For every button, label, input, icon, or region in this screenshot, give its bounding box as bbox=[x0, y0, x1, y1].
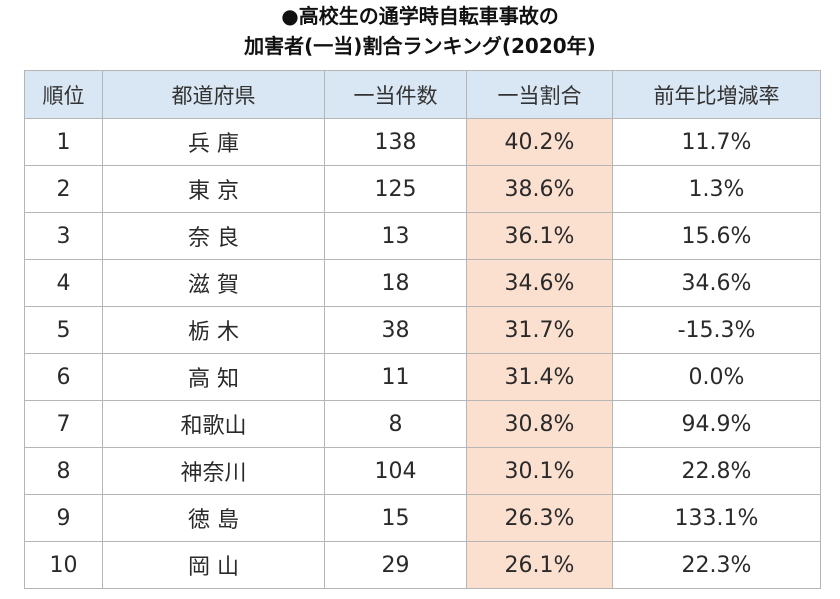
cell-ratio: 26.3% bbox=[466, 494, 613, 542]
header-rank: 順位 bbox=[24, 70, 103, 119]
cell-ratio: 36.1% bbox=[466, 212, 613, 260]
cell-rank: 1 bbox=[24, 118, 103, 166]
cell-prefecture: 和歌山 bbox=[102, 400, 325, 448]
cell-rank: 5 bbox=[24, 306, 103, 354]
table-row: 8 神奈川 104 30.1% 22.8% bbox=[24, 447, 821, 495]
cell-ratio: 38.6% bbox=[466, 165, 613, 213]
table-row: 2 東 京 125 38.6% 1.3% bbox=[24, 165, 821, 213]
cell-count: 38 bbox=[324, 306, 467, 354]
cell-change: 22.8% bbox=[612, 447, 821, 495]
cell-rank: 2 bbox=[24, 165, 103, 213]
cell-count: 11 bbox=[324, 353, 467, 401]
table-row: 5 栃 木 38 31.7% -15.3% bbox=[24, 306, 821, 354]
header-ratio: 一当割合 bbox=[466, 70, 613, 119]
cell-prefecture: 奈 良 bbox=[102, 212, 325, 260]
title-line-2: 加害者(一当)割合ランキング(2020年) bbox=[244, 34, 596, 58]
cell-ratio: 34.6% bbox=[466, 259, 613, 307]
cell-rank: 6 bbox=[24, 353, 103, 401]
cell-change: 15.6% bbox=[612, 212, 821, 260]
cell-change: 133.1% bbox=[612, 494, 821, 542]
cell-change: 1.3% bbox=[612, 165, 821, 213]
header-change: 前年比増減率 bbox=[612, 70, 821, 119]
table-row: 9 徳 島 15 26.3% 133.1% bbox=[24, 494, 821, 542]
cell-prefecture: 兵 庫 bbox=[102, 118, 325, 166]
cell-rank: 3 bbox=[24, 212, 103, 260]
cell-rank: 10 bbox=[24, 541, 103, 589]
table-row: 4 滋 賀 18 34.6% 34.6% bbox=[24, 259, 821, 307]
cell-count: 13 bbox=[324, 212, 467, 260]
cell-rank: 4 bbox=[24, 259, 103, 307]
cell-prefecture: 東 京 bbox=[102, 165, 325, 213]
cell-prefecture: 栃 木 bbox=[102, 306, 325, 354]
cell-change: 34.6% bbox=[612, 259, 821, 307]
cell-count: 29 bbox=[324, 541, 467, 589]
cell-count: 125 bbox=[324, 165, 467, 213]
cell-prefecture: 神奈川 bbox=[102, 447, 325, 495]
cell-rank: 9 bbox=[24, 494, 103, 542]
table-row: 6 高 知 11 31.4% 0.0% bbox=[24, 353, 821, 401]
cell-count: 8 bbox=[324, 400, 467, 448]
cell-prefecture: 岡 山 bbox=[102, 541, 325, 589]
header-count: 一当件数 bbox=[324, 70, 467, 119]
cell-ratio: 31.7% bbox=[466, 306, 613, 354]
cell-prefecture: 高 知 bbox=[102, 353, 325, 401]
cell-count: 104 bbox=[324, 447, 467, 495]
cell-change: 94.9% bbox=[612, 400, 821, 448]
cell-ratio: 30.1% bbox=[466, 447, 613, 495]
cell-count: 138 bbox=[324, 118, 467, 166]
title-line-1: ●高校生の通学時自転車事故の bbox=[281, 4, 559, 28]
cell-count: 15 bbox=[324, 494, 467, 542]
table-row: 3 奈 良 13 36.1% 15.6% bbox=[24, 212, 821, 260]
table-row: 7 和歌山 8 30.8% 94.9% bbox=[24, 400, 821, 448]
cell-ratio: 31.4% bbox=[466, 353, 613, 401]
cell-prefecture: 徳 島 bbox=[102, 494, 325, 542]
cell-count: 18 bbox=[324, 259, 467, 307]
cell-change: 22.3% bbox=[612, 541, 821, 589]
cell-change: -15.3% bbox=[612, 306, 821, 354]
cell-rank: 7 bbox=[24, 400, 103, 448]
cell-ratio: 26.1% bbox=[466, 541, 613, 589]
table-row: 10 岡 山 29 26.1% 22.3% bbox=[24, 541, 821, 589]
cell-ratio: 30.8% bbox=[466, 400, 613, 448]
cell-change: 11.7% bbox=[612, 118, 821, 166]
ranking-table: 順位 都道府県 一当件数 一当割合 前年比増減率 1 兵 庫 138 40.2%… bbox=[24, 70, 821, 589]
cell-prefecture: 滋 賀 bbox=[102, 259, 325, 307]
table-row: 1 兵 庫 138 40.2% 11.7% bbox=[24, 118, 821, 166]
header-row: 順位 都道府県 一当件数 一当割合 前年比増減率 bbox=[24, 70, 821, 119]
cell-change: 0.0% bbox=[612, 353, 821, 401]
cell-ratio: 40.2% bbox=[466, 118, 613, 166]
header-prefecture: 都道府県 bbox=[102, 70, 325, 119]
cell-rank: 8 bbox=[24, 447, 103, 495]
